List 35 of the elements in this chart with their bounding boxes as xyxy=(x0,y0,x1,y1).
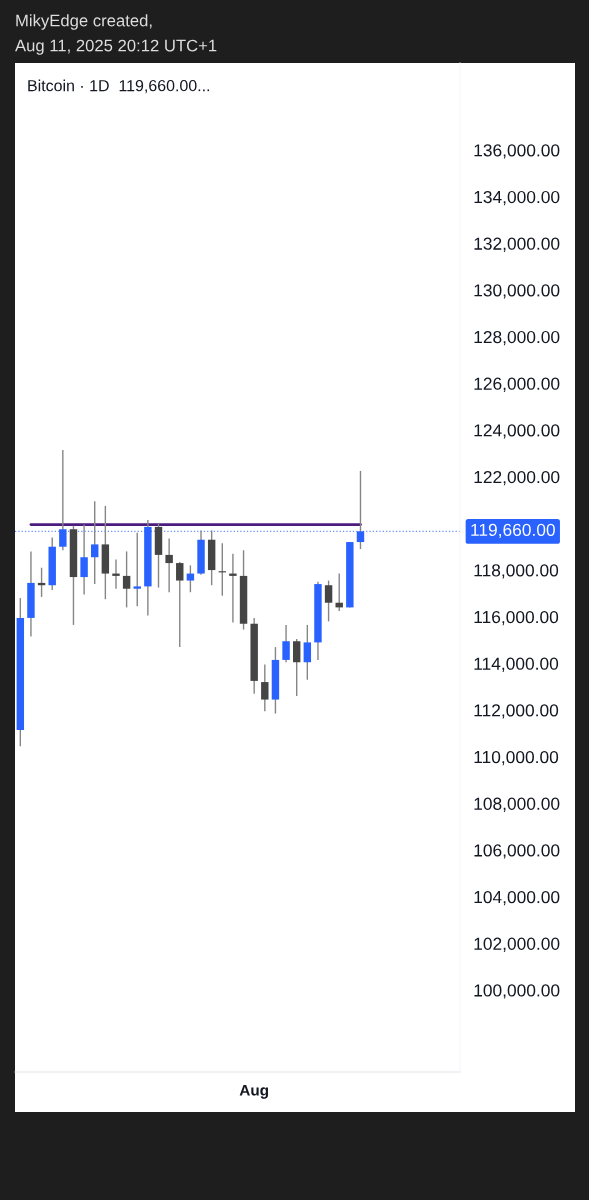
y-tick-label: 122,000.00 xyxy=(474,470,560,486)
y-tick-label: 118,000.00 xyxy=(474,564,559,579)
y-tick-label: 102,000.00 xyxy=(474,937,560,952)
y-tick-label: 136,000.00 xyxy=(474,144,560,159)
candlestick xyxy=(229,553,237,624)
candlestick xyxy=(282,624,290,663)
ref-line-label: 119,660.00 xyxy=(471,523,555,539)
candlestick xyxy=(324,579,333,623)
text: Bitcoin · 1D 119,660.00... xyxy=(28,79,210,94)
candlestick xyxy=(122,550,131,609)
candlestick xyxy=(261,663,269,712)
y-tick-label: 124,000.00 xyxy=(474,424,560,439)
text: MikyEdge created, xyxy=(16,14,152,30)
y-tick-label: 130,000.00 xyxy=(474,284,560,299)
y-tick-label: 134,000.00 xyxy=(474,190,560,206)
candlestick xyxy=(165,537,173,593)
y-tick-label: 114,000.00 xyxy=(474,657,559,672)
y-tick-label: 126,000.00 xyxy=(474,377,560,392)
y-tick-label: 106,000.00 xyxy=(474,844,560,859)
text: Aug 11, 2025 20:12 UTC+1 xyxy=(15,39,217,55)
y-tick-label: 112,000.00 xyxy=(474,704,559,719)
x-tick-label: Aug xyxy=(239,1084,268,1099)
y-tick-label: 100,000.00 xyxy=(474,984,560,999)
y-tick-label: 104,000.00 xyxy=(474,890,560,906)
y-tick-label: 108,000.00 xyxy=(474,797,560,812)
candlestick xyxy=(292,638,301,697)
candlestick xyxy=(176,561,184,648)
y-tick-label: 110,000.00 xyxy=(474,750,559,766)
candlestick xyxy=(303,624,312,681)
y-tick-label: 116,000.00 xyxy=(474,610,559,626)
y-tick-label: 128,000.00 xyxy=(474,330,560,346)
candlestick xyxy=(186,564,195,593)
candlestick xyxy=(335,572,343,612)
candlestick xyxy=(112,558,120,590)
y-tick-label: 132,000.00 xyxy=(474,237,560,252)
